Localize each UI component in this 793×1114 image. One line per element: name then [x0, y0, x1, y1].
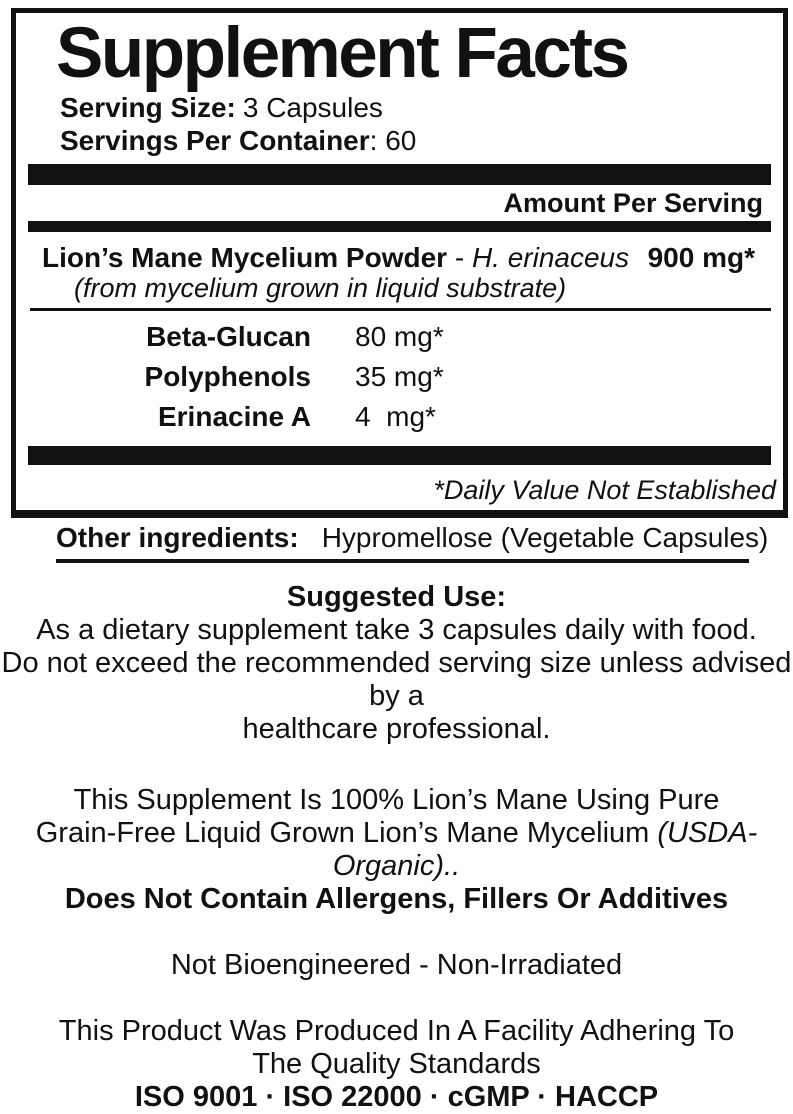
- divider-bar-medium: [28, 221, 771, 232]
- suggested-use-line: healthcare professional.: [242, 713, 551, 745]
- divider-rule-thin: [30, 308, 771, 311]
- sub-ingredient-amount: 80 mg*: [355, 321, 444, 352]
- main-ingredient-source-note: (from mycelium grown in liquid substrate…: [74, 273, 567, 303]
- serving-size-value: 3 Capsules: [242, 92, 383, 123]
- facility-line-1: This Product Was Produced In A Facility …: [58, 1015, 735, 1047]
- divider-rule-mid: [56, 559, 749, 563]
- facility-line-2: The Quality Standards: [252, 1048, 541, 1080]
- sub-ingredient-name: Beta-Glucan: [146, 321, 311, 352]
- standards-line: ISO 9001 · ISO 22000 · cGMP · HACCP: [134, 1081, 659, 1113]
- daily-value-note: *Daily Value Not Established: [433, 475, 776, 505]
- claims-line-2-regular: Grain-Free Liquid Grown Lion’s Mane Myce…: [35, 817, 658, 849]
- sub-ingredient-row: Erinacine A 4 mg*: [16, 397, 783, 437]
- suggested-use-line: Do not exceed the recommended serving si…: [1, 647, 792, 712]
- other-ingredients-value: Hypromellose (Vegetable Capsules): [321, 522, 769, 553]
- sub-ingredient-name: Erinacine A: [157, 401, 311, 432]
- divider-bar-thick-bottom: [28, 446, 771, 465]
- other-ingredients-label: Other ingredients:: [56, 522, 299, 553]
- main-ingredient-row: Lion’s Mane Mycelium Powder - H. erinace…: [42, 242, 755, 273]
- sub-ingredient-name: Polyphenols: [144, 361, 311, 392]
- sub-ingredient-row: Polyphenols 35 mg*: [16, 357, 783, 397]
- claims-line-2-italic: (USDA-Organic)..: [332, 817, 758, 882]
- main-ingredient-name: Lion’s Mane Mycelium Powder: [42, 242, 448, 273]
- sub-ingredient-amount: 35 mg*: [355, 361, 444, 392]
- claims-line-3: Does Not Contain Allergens, Fillers Or A…: [64, 883, 729, 915]
- serving-size-label: Serving Size:: [60, 92, 236, 123]
- divider-bar-thick-top: [28, 164, 771, 185]
- main-ingredient-amount: 900 mg*: [647, 242, 755, 273]
- other-ingredients-line: Other ingredients: Hypromellose (Vegetabl…: [56, 522, 768, 554]
- bioengineered-line: Not Bioengineered - Non-Irradiated: [170, 949, 623, 981]
- claims-line-2: Grain-Free Liquid Grown Lion’s Mane Myce…: [0, 817, 793, 883]
- supplement-facts-panel: Supplement Facts Serving Size: 3 Capsules…: [11, 8, 788, 518]
- info-block: Suggested Use: As a dietary supplement t…: [0, 581, 793, 1114]
- servings-per-container-label: Servings Per Container: [60, 125, 370, 156]
- panel-title: Supplement Facts: [56, 14, 630, 93]
- suggested-use-line: As a dietary supplement take 3 capsules …: [36, 614, 757, 646]
- servings-per-container-value: : 60: [369, 125, 417, 156]
- claims-line-1: This Supplement Is 100% Lion’s Mane Usin…: [73, 784, 720, 816]
- suggested-use-title: Suggested Use:: [286, 581, 507, 613]
- sub-ingredient-row: Beta-Glucan 80 mg*: [16, 317, 783, 357]
- servings-per-container-line: Servings Per Container: 60: [60, 124, 783, 157]
- amount-per-serving-header: Amount Per Serving: [503, 188, 763, 218]
- main-ingredient-separator: -: [447, 242, 472, 273]
- serving-size-line: Serving Size: 3 Capsules: [60, 91, 783, 124]
- main-ingredient-name-group: Lion’s Mane Mycelium Powder - H. erinace…: [42, 242, 629, 273]
- main-ingredient-species: H. erinaceus: [471, 242, 630, 273]
- sub-ingredient-amount: 4 mg*: [355, 401, 436, 432]
- sub-ingredient-list: Beta-Glucan 80 mg* Polyphenols 35 mg* Er…: [16, 317, 783, 437]
